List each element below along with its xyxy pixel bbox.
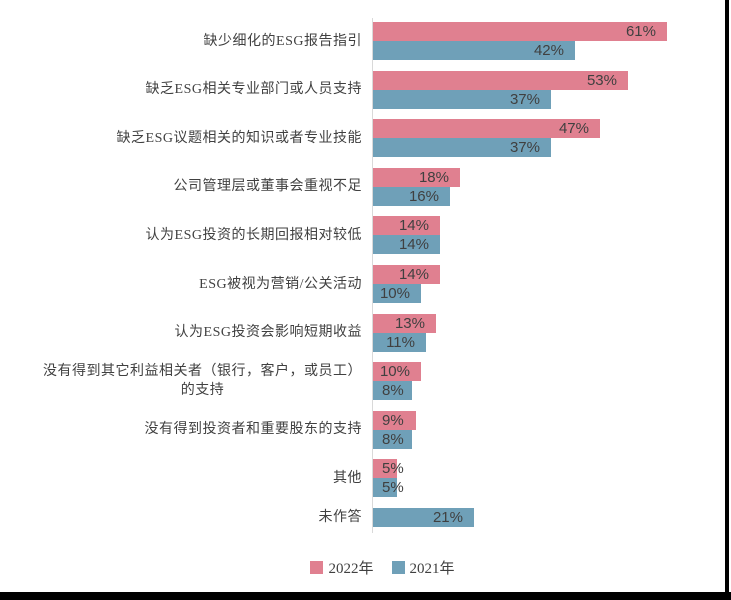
bar-value-label: 10%	[379, 363, 410, 381]
bar-value-label: 9%	[382, 411, 404, 429]
category-label: ESG被视为营销/公关活动	[199, 276, 362, 292]
category-label: 缺乏ESG相关专业部门或人员支持	[145, 82, 362, 98]
bar-value-label: 37%	[509, 90, 540, 108]
bar-2021年: 10%	[373, 284, 421, 303]
category-label: 缺少细化的ESG报告指引	[203, 33, 362, 49]
bar-2022年: 47%	[373, 119, 600, 139]
bar-2021年: 8%	[373, 381, 412, 401]
bar-value-label: 11%	[386, 333, 415, 351]
bar-2022年: 14%	[373, 216, 440, 236]
legend-swatch-2021-icon	[391, 561, 405, 574]
bar-group: 认为ESG投资的长期回报相对较低 14% 14%	[0, 216, 731, 255]
legend-item-2022: 2022年	[310, 557, 374, 578]
category-label-cell: 认为ESG投资的长期回报相对较低	[0, 216, 362, 254]
legend-label-2022: 2022年	[328, 561, 374, 577]
bar-2021年: 16%	[373, 186, 450, 206]
category-label: 认为ESG投资会影响短期收益	[174, 325, 362, 341]
bar-2022年: 53%	[373, 70, 628, 90]
bar-group: 未作答 21%	[0, 508, 731, 527]
bar-value-label: 14%	[398, 217, 429, 235]
category-label-cell: 没有得到投资者和重要股东的支持	[0, 411, 362, 449]
bar-2022年: 18%	[373, 167, 460, 187]
bar-value-label: 61%	[625, 23, 656, 40]
category-label-cell: 其他	[0, 459, 362, 497]
category-label: 认为ESG投资的长期回报相对较低	[145, 227, 362, 243]
bar-group: ESG被视为营销/公关活动 14% 10%	[0, 265, 731, 303]
bar-2021年: 37%	[373, 89, 551, 109]
bar-value-label: 37%	[509, 139, 540, 157]
bar-group: 其他 5% 5%	[0, 459, 731, 498]
bar-value-label: 14%	[398, 236, 429, 254]
bar-2022年: 14%	[373, 265, 440, 284]
bar-value-label: 14%	[398, 266, 429, 283]
chart-area: 缺少细化的ESG报告指引 61% 42% 缺乏ESG相关专业部门或人员支持 53% 37%…	[0, 18, 731, 533]
bar-group: 没有得到投资者和重要股东的支持 9% 8%	[0, 410, 731, 449]
bar-group: 没有得到其它利益相关者（银行，客户，或员工） 的支持 10% 8%	[0, 362, 731, 401]
category-label: 没有得到投资者和重要股东的支持	[144, 422, 362, 438]
bar-value-label: 53%	[586, 71, 617, 89]
bar-2021年: 11%	[373, 332, 426, 352]
legend-label-2021: 2021年	[409, 561, 455, 577]
category-label-cell: 没有得到其它利益相关者（银行，客户，或员工） 的支持	[0, 362, 362, 400]
category-label-cell: 认为ESG投资会影响短期收益	[0, 314, 362, 352]
bar-2022年: 5%	[373, 459, 404, 479]
category-label-cell: ESG被视为营销/公关活动	[0, 265, 362, 303]
bar-value-label: 10%	[379, 285, 410, 302]
category-label-cell: 公司管理层或董事会重视不足	[0, 168, 362, 206]
bar-value-label: 18%	[418, 168, 449, 186]
legend-item-2021: 2021年	[391, 557, 455, 578]
bar-group: 缺少细化的ESG报告指引 61% 42%	[0, 22, 731, 60]
bar-group: 缺乏ESG议题相关的知识或者专业技能 47% 37%	[0, 119, 731, 158]
legend: 2022年 2021年	[0, 557, 731, 578]
bar-2021年: 42%	[373, 41, 575, 60]
bar-2021年: 5%	[373, 478, 404, 498]
category-label-cell: 缺乏ESG相关专业部门或人员支持	[0, 71, 362, 109]
y-axis-line	[372, 18, 373, 533]
bar-value-label: 5%	[382, 460, 404, 478]
category-label: 公司管理层或董事会重视不足	[173, 179, 362, 195]
bar-value-label: 8%	[382, 382, 404, 400]
bar-2021年: 37%	[373, 138, 551, 158]
bar-value-label: 42%	[533, 42, 564, 59]
bar-group: 缺乏ESG相关专业部门或人员支持 53% 37%	[0, 70, 731, 109]
bar-value-label: 13%	[394, 314, 425, 332]
bar-2022年: 10%	[373, 362, 421, 382]
bar-value-label: 16%	[408, 187, 439, 205]
bar-value-label: 21%	[432, 509, 463, 526]
bar-2021年: 21%	[373, 508, 474, 527]
category-label-cell: 缺乏ESG议题相关的知识或者专业技能	[0, 119, 362, 157]
bar-2022年: 13%	[373, 313, 436, 333]
category-label: 未作答	[318, 510, 362, 525]
window-edge-bottom	[0, 592, 731, 600]
bar-2022年: 9%	[373, 410, 416, 430]
category-label-cell: 未作答	[0, 508, 362, 527]
bar-value-label: 47%	[558, 120, 589, 138]
category-label-cell: 缺少细化的ESG报告指引	[0, 22, 362, 60]
legend-swatch-2022-icon	[310, 561, 324, 574]
bar-2021年: 14%	[373, 235, 440, 255]
bar-group: 认为ESG投资会影响短期收益 13% 11%	[0, 313, 731, 352]
category-label: 缺乏ESG议题相关的知识或者专业技能	[116, 130, 362, 146]
bar-2021年: 8%	[373, 429, 412, 449]
window-edge-right	[725, 0, 729, 600]
bar-2022年: 61%	[373, 22, 667, 41]
category-label: 没有得到其它利益相关者（银行，客户，或员工） 的支持	[43, 364, 362, 399]
bar-value-label: 5%	[382, 479, 404, 497]
bar-group: 公司管理层或董事会重视不足 18% 16%	[0, 167, 731, 206]
category-label: 其他	[333, 470, 362, 486]
bar-value-label: 8%	[382, 430, 404, 448]
